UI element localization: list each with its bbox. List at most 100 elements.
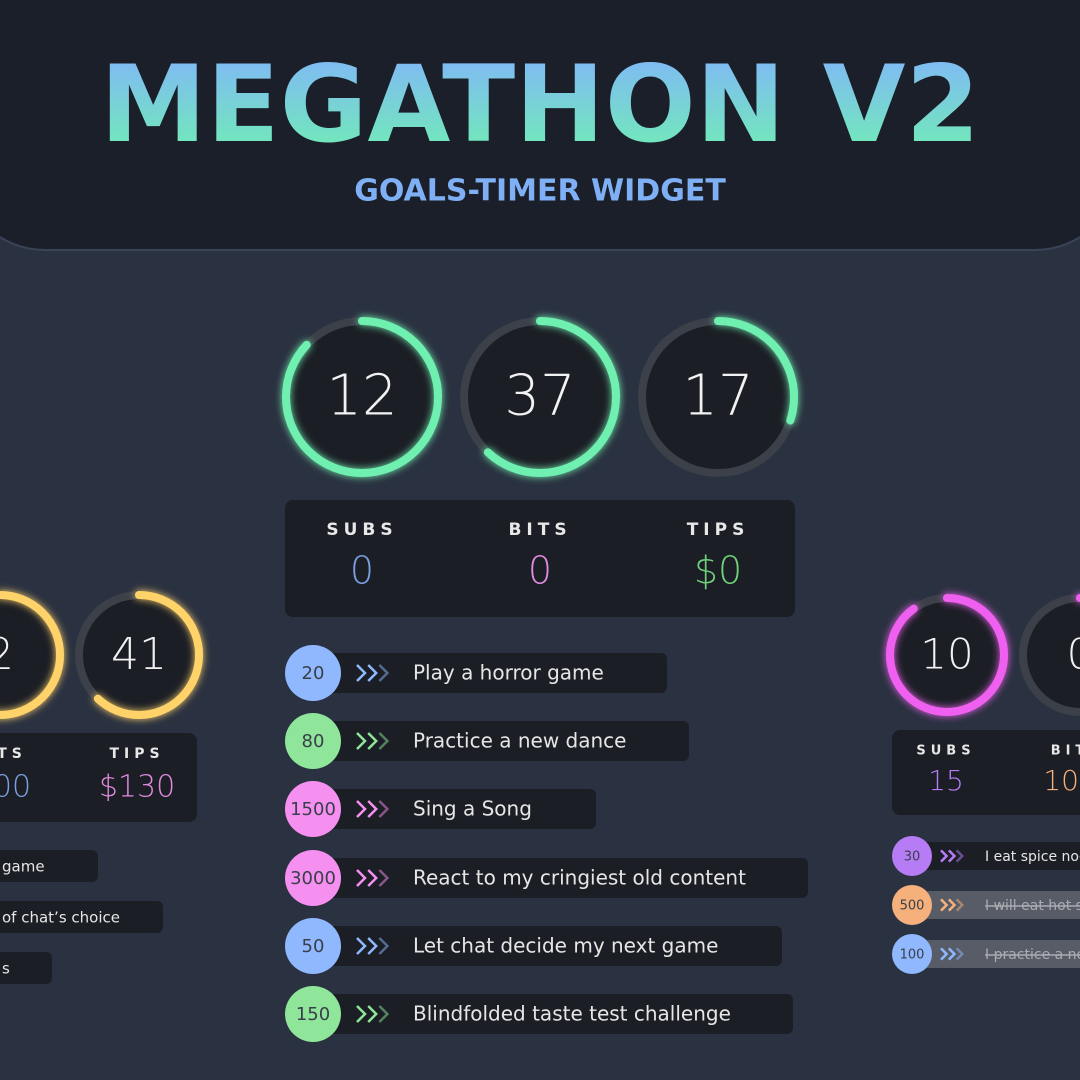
- timer-progress: [75, 591, 203, 719]
- goal-arrow: [378, 800, 390, 818]
- goal-bar: [323, 653, 667, 693]
- stat-label: BIT: [1051, 744, 1080, 759]
- stat-value: 00: [0, 770, 31, 805]
- goal-amount: 3000: [290, 868, 336, 889]
- timer-track: [1019, 594, 1080, 716]
- goal-arrow: [378, 937, 390, 955]
- goal-text: Play a horror game: [413, 661, 604, 685]
- goal-text: React to my cringiest old content: [413, 866, 746, 890]
- goal-badge: [285, 645, 341, 701]
- goal-badge: [892, 934, 932, 974]
- goal-amount: 30: [904, 850, 921, 865]
- goal-bar: [0, 952, 52, 984]
- goal-arrow: [947, 947, 957, 961]
- goal-arrow: [356, 732, 367, 750]
- stat-value: $130: [99, 770, 175, 805]
- goal-amount: 80: [302, 731, 325, 752]
- goal-arrow: [356, 869, 367, 887]
- goal-badge: [285, 781, 341, 837]
- timer-progress: [638, 317, 798, 477]
- goal-arrow: [378, 869, 390, 887]
- goal-text: Sing a Song: [413, 797, 532, 821]
- goal-arrow: [947, 898, 957, 912]
- goal-arrow: [356, 664, 367, 682]
- timer-progress: [0, 591, 64, 719]
- goal-amount: 1500: [290, 799, 336, 820]
- subtitle: GOALS-TIMER WIDGET: [354, 174, 726, 209]
- goal-amount: 500: [900, 899, 925, 914]
- stat-value: 100: [1043, 764, 1080, 797]
- timer-value: 17: [682, 363, 753, 428]
- goal-amount: 50: [302, 936, 325, 957]
- timer-progress: [282, 317, 442, 477]
- stat-label: TIPS: [109, 746, 164, 762]
- title: MEGATHON V2: [100, 43, 980, 166]
- goal-text: game: [2, 858, 45, 876]
- timer-value: 12: [326, 363, 397, 428]
- goal-arrow: [940, 947, 949, 961]
- goal-arrow: [367, 869, 378, 887]
- goal-text: s: [2, 960, 10, 978]
- stat-label: SUBS: [326, 520, 397, 540]
- goal-bar: [323, 994, 793, 1034]
- timer-value: 41: [111, 629, 167, 680]
- goal-arrow: [378, 664, 390, 682]
- goal-bar: [323, 789, 596, 829]
- goal-badge: [285, 918, 341, 974]
- goal-arrow: [367, 1005, 378, 1023]
- stat-value: 15: [928, 764, 964, 797]
- goal-arrow: [378, 1005, 390, 1023]
- timer-value: 0: [1067, 630, 1080, 679]
- goal-arrow: [367, 800, 378, 818]
- timer-progress: [886, 594, 1008, 716]
- goal-amount: 150: [296, 1004, 330, 1025]
- goal-bar: [0, 901, 163, 933]
- goal-arrow: [955, 947, 965, 961]
- goal-bar: [0, 850, 98, 882]
- goal-arrow: [378, 732, 390, 750]
- stat-label: TS: [0, 746, 27, 762]
- goal-bar: [323, 926, 782, 966]
- goal-bar: [323, 858, 808, 898]
- stat-label: TIPS: [687, 520, 750, 540]
- goal-bar: [922, 842, 1080, 870]
- goal-arrow: [356, 1005, 367, 1023]
- goal-badge: [285, 850, 341, 906]
- timer-value: 2: [0, 629, 14, 680]
- goal-badge: [285, 713, 341, 769]
- goal-text: Blindfolded taste test challenge: [413, 1002, 731, 1026]
- goal-bar: [922, 891, 1080, 919]
- goal-arrow: [947, 849, 957, 863]
- goal-amount: 20: [302, 663, 325, 684]
- goal-badge: [892, 836, 932, 876]
- goal-arrow: [367, 664, 378, 682]
- goal-text: Let chat decide my next game: [413, 934, 718, 958]
- goal-text: I eat spice noo: [985, 849, 1080, 865]
- goal-arrow: [955, 849, 965, 863]
- stat-value: 0: [350, 549, 374, 593]
- goal-bar: [323, 721, 689, 761]
- goal-arrow: [356, 937, 367, 955]
- stat-value: 0: [528, 549, 552, 593]
- goal-amount: 100: [900, 948, 925, 963]
- stats-box: [285, 500, 795, 617]
- stat-label: SUBS: [916, 744, 975, 759]
- stat-value: $0: [694, 549, 742, 593]
- goal-badge: [285, 986, 341, 1042]
- stats-box: [892, 730, 1080, 815]
- goal-arrow: [367, 732, 378, 750]
- timer-value: 10: [920, 630, 973, 679]
- goal-arrow: [940, 849, 949, 863]
- goal-arrow: [367, 937, 378, 955]
- goal-arrow: [356, 800, 367, 818]
- goal-text: of chat’s choice: [2, 909, 120, 927]
- goal-bar: [922, 940, 1080, 968]
- goal-badge: [892, 885, 932, 925]
- stat-label: BITS: [508, 520, 571, 540]
- header-panel: [0, 0, 1080, 251]
- stats-box: [0, 733, 197, 822]
- timer-value: 37: [504, 363, 575, 428]
- goal-arrow: [940, 898, 949, 912]
